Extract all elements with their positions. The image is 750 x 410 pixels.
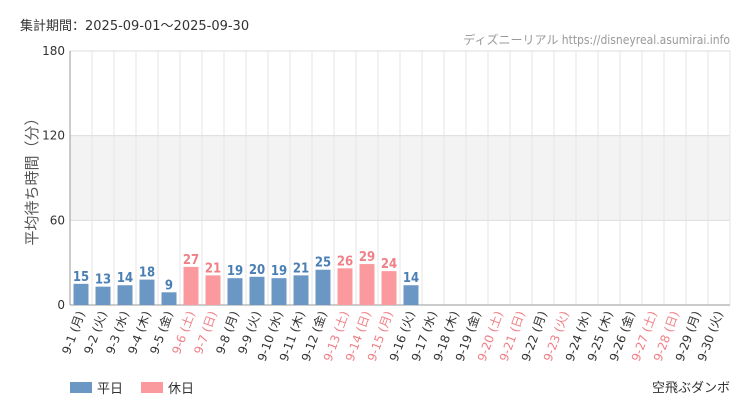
y-axis-label: 平均待ち時間（分）	[23, 110, 41, 245]
bar-value-label: 20	[249, 263, 265, 278]
bar-value-label: 24	[381, 257, 397, 272]
bar-value-label: 21	[293, 261, 309, 276]
bar	[161, 292, 177, 305]
bar	[315, 269, 331, 305]
legend-label-holiday: 休日	[168, 382, 195, 397]
bar-value-label: 19	[271, 264, 287, 279]
bar-value-label: 25	[315, 256, 331, 271]
bar-value-label: 21	[205, 261, 221, 276]
bar-value-label: 15	[73, 270, 89, 285]
legend-item-holiday: 休日	[141, 378, 194, 397]
bar	[117, 285, 133, 305]
attraction-name: 空飛ぶダンボ	[651, 381, 730, 396]
bar	[293, 275, 309, 305]
legend-label-weekday: 平日	[97, 382, 124, 397]
bar	[337, 268, 353, 305]
bar-value-label: 29	[359, 250, 375, 265]
bar-value-label: 27	[183, 253, 199, 268]
bar-value-label: 18	[139, 266, 155, 281]
bar-value-label: 14	[403, 271, 419, 286]
bars	[73, 264, 419, 305]
bar	[381, 271, 397, 305]
period-label: 集計期間：2025-09-01～2025-09-30	[20, 19, 250, 34]
legend-swatch-weekday	[70, 382, 92, 393]
bar	[183, 266, 199, 305]
bar-value-label: 19	[227, 264, 243, 279]
bar-value-label: 14	[117, 271, 133, 286]
watermark: ディズニーリアル https://disneyreal.asumirai.inf…	[463, 32, 730, 47]
y-tick-label: 120	[42, 129, 65, 143]
bar	[227, 278, 243, 305]
legend-item-weekday: 平日	[70, 378, 123, 397]
bar	[73, 283, 89, 305]
bar	[139, 279, 155, 305]
y-tick-label: 60	[50, 213, 65, 227]
legend-swatch-holiday	[141, 382, 164, 393]
bar-value-labels: 15 13 14 18 9 27 21 19 20 19 21 25 26 29 24 14	[73, 250, 419, 293]
wait-time-chart: 15 13 14 18 9 27 21 19 20 19 21 25 26 29 24 14 0 60 120 18…	[23, 32, 731, 363]
y-tick-label: 0	[57, 298, 65, 312]
bar	[95, 286, 111, 305]
bar	[205, 275, 221, 305]
x-axis: 9-1 (月)9-2 (火)9-3 (水)9-4 (木)9-5 (金)9-6 (…	[59, 309, 725, 363]
bar	[359, 264, 375, 305]
bar	[271, 278, 287, 305]
bar-value-label: 9	[165, 278, 173, 293]
legend: 平日 休日	[70, 378, 212, 397]
y-tick-label: 180	[42, 44, 65, 58]
bar-value-label: 26	[337, 254, 353, 269]
bar	[249, 276, 265, 305]
bar-value-label: 13	[95, 273, 111, 288]
y-axis: 0 60 120 180	[42, 44, 71, 312]
bar	[403, 285, 419, 305]
